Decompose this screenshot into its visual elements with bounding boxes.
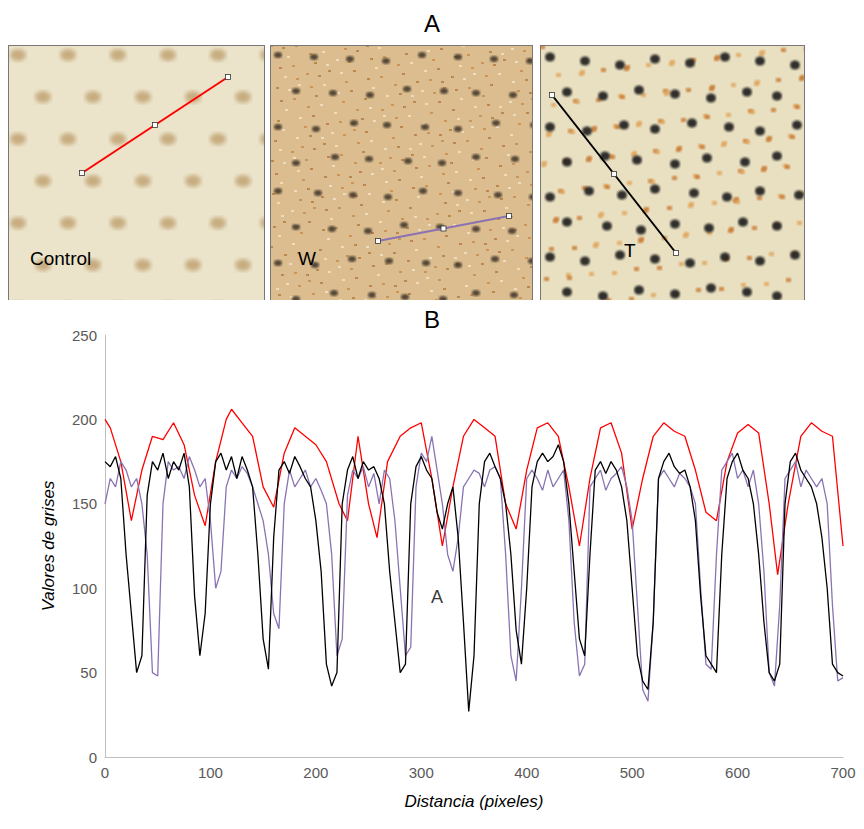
- svg-text:200: 200: [303, 764, 328, 781]
- svg-text:500: 500: [620, 764, 645, 781]
- svg-text:400: 400: [514, 764, 539, 781]
- svg-text:300: 300: [409, 764, 434, 781]
- svg-text:A: A: [424, 10, 440, 37]
- svg-text:200: 200: [72, 411, 97, 428]
- svg-text:700: 700: [830, 764, 855, 781]
- svg-text:T: T: [624, 240, 636, 261]
- svg-text:100: 100: [72, 580, 97, 597]
- svg-text:Control: Control: [30, 248, 91, 269]
- svg-text:0: 0: [89, 749, 97, 766]
- svg-text:W: W: [298, 248, 316, 269]
- svg-text:Valores de grises: Valores de grises: [39, 480, 58, 611]
- svg-text:B: B: [424, 306, 440, 333]
- svg-text:600: 600: [725, 764, 750, 781]
- svg-text:0: 0: [101, 764, 109, 781]
- svg-text:150: 150: [72, 495, 97, 512]
- svg-text:50: 50: [80, 664, 97, 681]
- svg-text:Distancia (pixeles): Distancia (pixeles): [405, 792, 544, 811]
- svg-text:100: 100: [198, 764, 223, 781]
- svg-text:250: 250: [72, 327, 97, 344]
- svg-text:A: A: [431, 587, 443, 607]
